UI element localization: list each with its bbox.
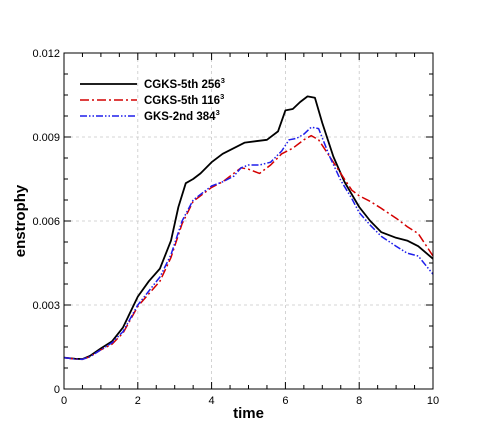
series-line-1 [63, 95, 434, 360]
x-tick-label: 6 [282, 395, 288, 407]
legend-label-1: CGKS-5th 2563 [144, 76, 225, 91]
axis-ticks [63, 52, 434, 390]
legend-label-sup: 3 [216, 108, 220, 117]
x-tick-label: 4 [209, 395, 215, 407]
grid-lines [64, 53, 433, 389]
y-tick-label: 0.006 [32, 216, 60, 228]
legend-label-3: GKS-2nd 3843 [144, 108, 220, 123]
series-layer [63, 95, 434, 361]
legend-label-2: CGKS-5th 1163 [144, 92, 224, 107]
y-tick-label: 0.009 [32, 132, 60, 144]
legend-label-sup: 3 [220, 92, 224, 101]
x-axis-label: time [233, 405, 264, 422]
legend-label-sup: 3 [221, 76, 225, 85]
y-axis-label: enstrophy [12, 184, 29, 257]
x-tick-label: 10 [427, 395, 439, 407]
series-line-2 [63, 134, 434, 361]
series-line-3 [63, 126, 434, 361]
y-tick-label: 0.012 [32, 48, 60, 60]
y-tick-label: 0 [54, 384, 60, 396]
x-tick-label: 2 [135, 395, 141, 407]
y-tick-label: 0.003 [32, 300, 60, 312]
tick-labels: 0 2 4 6 8 10 0 0.003 0.006 0.009 0.012 [32, 48, 439, 407]
x-tick-label: 0 [61, 395, 67, 407]
x-tick-label: 8 [356, 395, 362, 407]
